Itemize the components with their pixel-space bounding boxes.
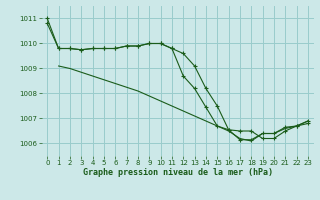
X-axis label: Graphe pression niveau de la mer (hPa): Graphe pression niveau de la mer (hPa) [83,168,273,177]
